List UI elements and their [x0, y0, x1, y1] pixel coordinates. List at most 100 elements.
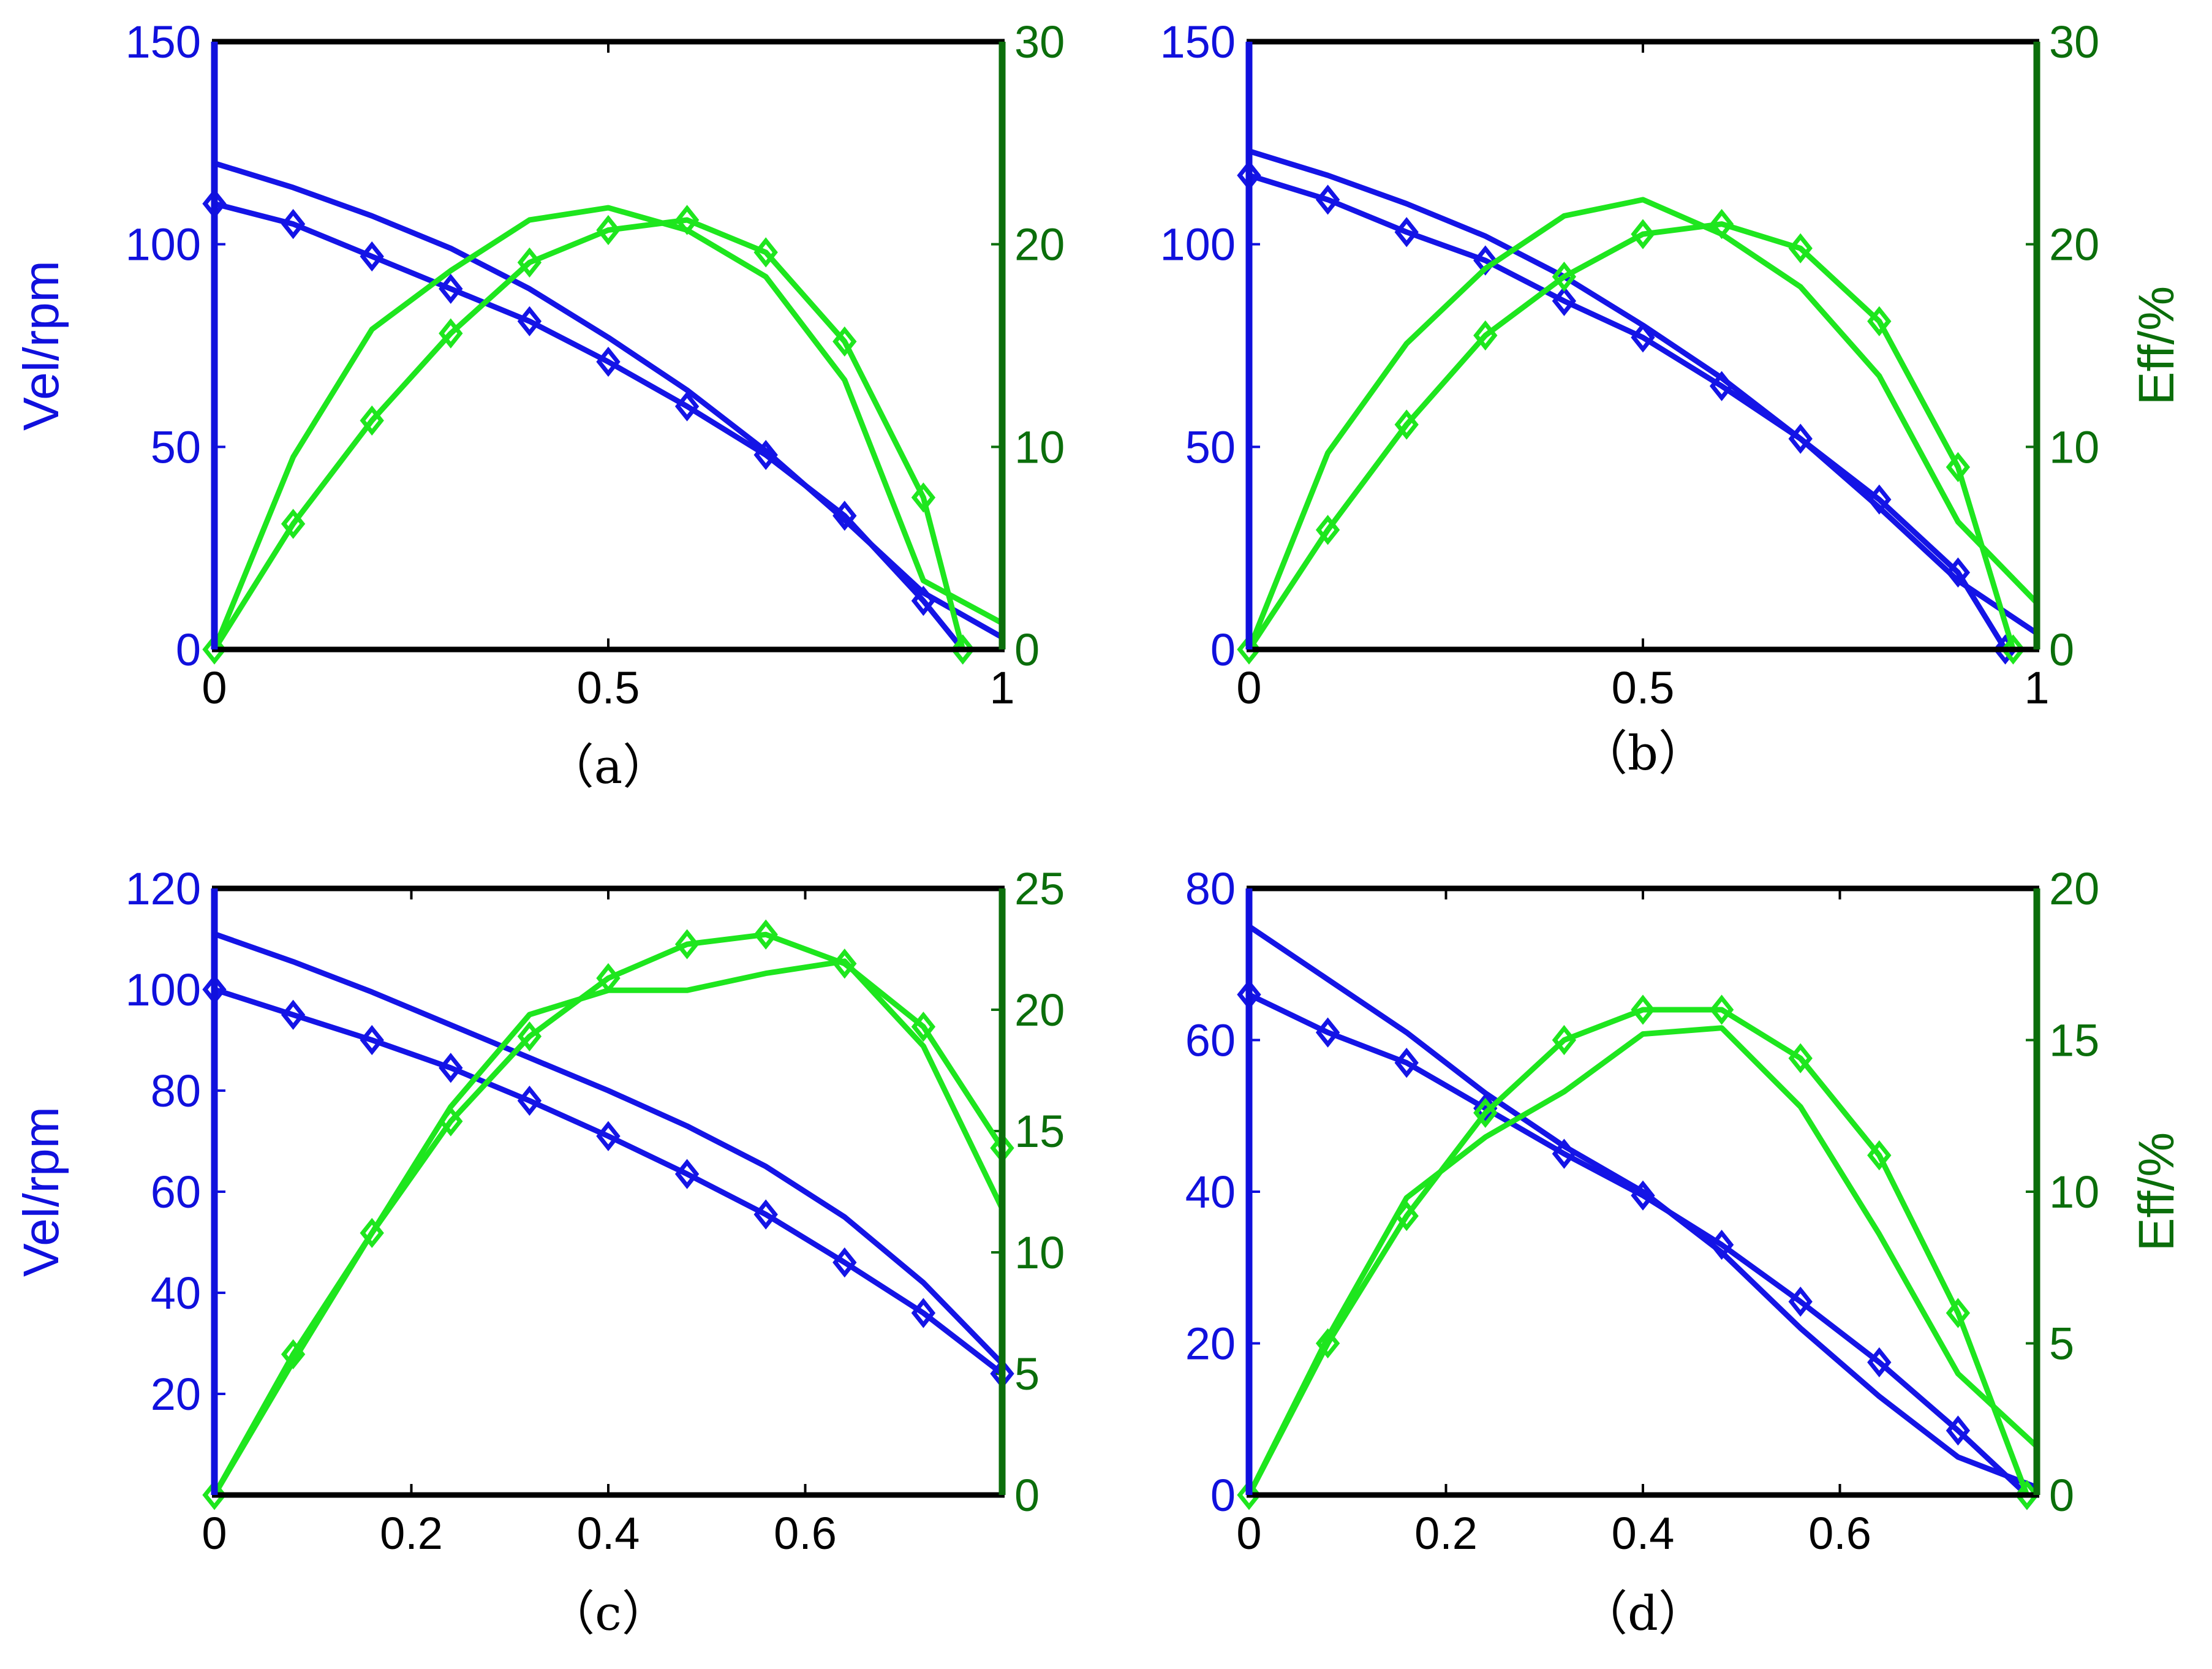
- y-left-tick-label: 0: [176, 624, 201, 675]
- data-point-vel: [439, 273, 463, 305]
- panel-caption: （b）: [1580, 726, 1706, 781]
- panel-caption: （c）: [547, 1586, 670, 1641]
- data-point-eff: [281, 1339, 306, 1369]
- data-point-eff: [439, 318, 463, 349]
- data-point-eff: [202, 634, 227, 665]
- x-tick-label: 0.5: [577, 662, 640, 713]
- data-point-eff: [1473, 1097, 1498, 1128]
- x-tick-label: 0.6: [1808, 1508, 1871, 1559]
- x-tick-label: 0: [1236, 1508, 1261, 1559]
- data-point-vel: [1946, 557, 1971, 588]
- y-left-axis-label: Vel/rpm: [13, 260, 69, 431]
- data-point-vel: [1788, 1286, 1813, 1317]
- data-point-vel: [517, 306, 542, 336]
- series-line-vel-measured: [213, 201, 965, 651]
- data-point-eff: [2001, 634, 2026, 665]
- panel-caption: （d）: [1580, 1586, 1706, 1641]
- data-point-eff: [202, 1480, 227, 1510]
- x-tick-label: 0.4: [577, 1508, 640, 1559]
- x-tick-label: 0.6: [774, 1508, 837, 1559]
- data-point-vel: [1631, 1180, 1655, 1211]
- y-left-tick-label: 50: [151, 422, 201, 472]
- y-left-tick-label: 150: [1160, 17, 1236, 67]
- y-right-tick-label: 0: [2049, 1470, 2074, 1521]
- data-point-vel: [439, 1053, 463, 1083]
- x-tick-label: 0.2: [380, 1508, 443, 1559]
- data-point-vel: [911, 1298, 936, 1328]
- data-point-vel: [1709, 371, 1734, 401]
- data-point-vel: [911, 586, 936, 616]
- data-point-vel: [517, 1085, 542, 1116]
- data-point-vel: [360, 241, 384, 272]
- data-point-vel: [832, 501, 857, 531]
- y-left-axis-label: Vel/rpm: [13, 1107, 69, 1277]
- y-left-tick-label: 20: [1185, 1319, 1236, 1369]
- y-left-tick-label: 20: [151, 1369, 201, 1420]
- data-point-eff: [1552, 261, 1577, 292]
- x-tick-label: 0.2: [1414, 1508, 1478, 1559]
- y-left-tick-label: 40: [1185, 1167, 1236, 1217]
- series-line-eff-model: [1246, 197, 2039, 651]
- y-right-tick-label: 10: [1014, 422, 1065, 472]
- y-left-tick-label: 80: [151, 1065, 201, 1116]
- data-point-eff: [1788, 233, 1813, 263]
- series-line-eff-measured: [1247, 1007, 2030, 1497]
- y-left-tick-label: 80: [1185, 863, 1236, 914]
- data-point-vel: [1709, 1230, 1734, 1260]
- panel-caption: （a）: [546, 740, 671, 795]
- series-line-vel-model: [213, 931, 1005, 1366]
- series-line-eff-measured: [212, 931, 1005, 1497]
- data-point-eff: [753, 237, 778, 268]
- y-left-tick-label: 120: [126, 863, 201, 914]
- y-left-tick-label: 100: [1160, 219, 1236, 270]
- y-right-tick-label: 0: [1014, 1470, 1040, 1521]
- data-point-vel: [674, 1159, 700, 1189]
- y-right-tick-label: 15: [2049, 1015, 2099, 1066]
- data-point-eff: [1237, 1480, 1261, 1510]
- series-line-eff-model: [211, 205, 1004, 651]
- data-point-vel: [1946, 1415, 1971, 1446]
- y-left-tick-label: 0: [1210, 1470, 1236, 1521]
- data-point-eff: [1394, 409, 1419, 440]
- data-point-eff: [1315, 1328, 1340, 1359]
- data-point-eff: [1709, 994, 1734, 1025]
- data-point-vel: [1631, 322, 1655, 353]
- y-right-tick-label: 10: [1014, 1227, 1065, 1278]
- data-point-vel: [1788, 423, 1813, 454]
- y-left-tick-label: 50: [1185, 422, 1236, 472]
- data-point-vel: [596, 346, 621, 377]
- data-point-vel: [1552, 1138, 1577, 1169]
- data-point-eff: [1946, 452, 1971, 483]
- data-point-vel: [596, 1121, 621, 1151]
- data-point-eff: [1315, 515, 1340, 545]
- series-line-eff-measured: [212, 217, 966, 651]
- y-left-tick-label: 150: [126, 17, 201, 67]
- data-point-eff: [2015, 1480, 2039, 1510]
- data-point-vel: [674, 391, 700, 422]
- data-point-eff: [832, 948, 857, 979]
- data-point-eff: [1394, 1200, 1419, 1232]
- data-point-eff: [281, 509, 306, 539]
- data-point-vel: [1315, 184, 1340, 215]
- y-right-tick-label: 5: [2049, 1319, 2074, 1369]
- data-point-eff: [753, 919, 778, 950]
- series-line-eff-model: [1246, 1025, 2039, 1497]
- y-right-axis-label: Eff/%: [2129, 286, 2184, 405]
- data-point-vel: [360, 1024, 384, 1056]
- chart-panel-d: 0 0.2 0.4 0.6 0 20 40 60 80 0 5 10 15 20 Eff/% （d）: [1185, 863, 2184, 1641]
- data-point-vel: [1867, 484, 1892, 515]
- series-line-eff-measured: [1247, 221, 2016, 651]
- data-point-vel: [753, 439, 778, 471]
- data-point-eff: [1631, 994, 1655, 1025]
- data-point-vel: [1394, 1048, 1419, 1078]
- y-left-tick-label: 60: [1185, 1015, 1236, 1066]
- data-point-eff: [1237, 634, 1261, 665]
- x-tick-label: 0.5: [1612, 662, 1675, 713]
- data-point-eff: [1867, 306, 1892, 336]
- data-point-eff: [1631, 219, 1655, 249]
- y-right-tick-label: 20: [1014, 219, 1065, 270]
